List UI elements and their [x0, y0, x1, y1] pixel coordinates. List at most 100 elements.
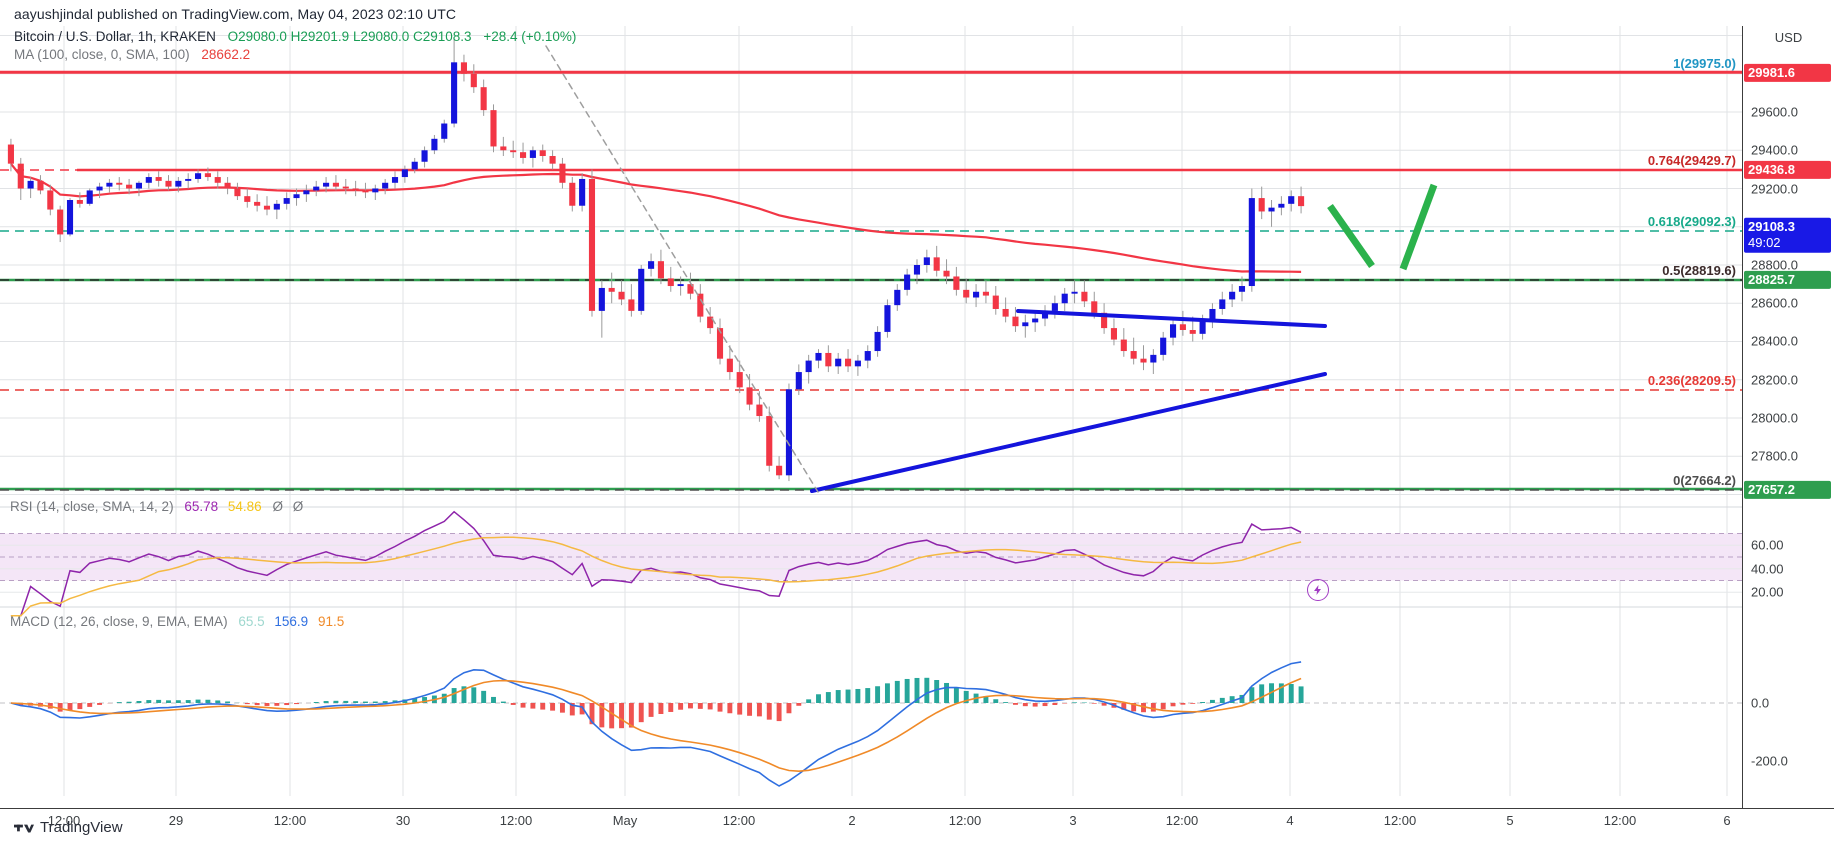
price-axis-tick: 28600.0 [1751, 295, 1798, 311]
macd-indicator-legend[interactable]: MACD (12, 26, close, 9, EMA, EMA) 65.5 1… [10, 614, 344, 629]
candle-body [194, 173, 202, 179]
candle-body [165, 180, 172, 187]
candle-body [86, 190, 93, 204]
fib-level-label[interactable]: 0.764(29429.7) [1647, 153, 1736, 168]
candle-body [1022, 322, 1029, 327]
time-axis-tick: 12:00 [1165, 813, 1199, 828]
candle-body [293, 194, 300, 199]
candle-body [835, 358, 842, 367]
candle-body [795, 372, 802, 390]
macd-signal-line [10, 677, 1302, 773]
candle-body [707, 316, 714, 329]
candle-body [667, 278, 674, 287]
candle-body [1268, 207, 1275, 212]
time-axis-tick: 6 [1723, 813, 1731, 828]
tradingview-logo-icon [14, 824, 34, 832]
candle-body [776, 465, 783, 476]
time-axis-tick: 12:00 [1383, 813, 1417, 828]
candle-body [382, 182, 389, 189]
candle-body [460, 62, 468, 74]
candle-body [135, 182, 143, 189]
candle-body [874, 331, 881, 352]
candle-body [224, 182, 231, 189]
candle-body [884, 305, 891, 332]
price-axis-tag[interactable]: 29981.6 [1744, 63, 1831, 83]
candle-body [441, 123, 448, 139]
candle-body [638, 268, 645, 311]
candle-body [716, 328, 724, 359]
rsi-sma-value: 54.86 [227, 499, 262, 514]
rsi-sma-line [10, 536, 1302, 617]
candle-body [283, 198, 290, 204]
candle-body [549, 156, 556, 164]
candle-body [342, 186, 349, 189]
macd-histogram-value: 65.5 [238, 614, 265, 629]
candle-body [519, 152, 527, 158]
ma-indicator-value: 28662.2 [201, 47, 251, 62]
candle-body [313, 186, 320, 191]
candle-body [1229, 291, 1236, 300]
candle-body [1041, 310, 1049, 319]
main-symbol-legend[interactable]: Bitcoin / U.S. Dollar, 1h, KRAKEN O29080… [14, 29, 576, 44]
candle-body [470, 73, 477, 88]
fib-level-label[interactable]: 0.5(28819.6) [1662, 263, 1736, 278]
candle-body [1258, 198, 1265, 212]
candle-body [1219, 299, 1226, 309]
candle-body [1061, 293, 1068, 304]
candle-body [953, 276, 960, 290]
candle-body [1160, 337, 1167, 355]
price-axis[interactable]: USD 27600.027800.028000.028200.028400.02… [1742, 26, 1834, 808]
candle-body [480, 87, 487, 111]
candle-body [766, 416, 773, 466]
candle-body [1278, 203, 1285, 208]
price-axis-tag[interactable]: 28825.7 [1744, 270, 1831, 290]
price-axis-tick: 28200.0 [1751, 372, 1798, 388]
rsi-lower-band-value: Ø [292, 499, 304, 514]
candle-body [431, 138, 438, 151]
ma-indicator-name: MA (100, close, 0, SMA, 100) [14, 47, 190, 62]
candle-body [746, 387, 753, 405]
fib-level-label[interactable]: 0(27664.2) [1673, 473, 1736, 488]
candle-body [57, 209, 64, 235]
candle-body [1140, 358, 1147, 363]
time-axis-tick: 30 [395, 813, 411, 828]
fib-level-label[interactable]: 1(29975.0) [1673, 56, 1736, 71]
chart-plot-area[interactable] [0, 26, 1742, 808]
candle-body [529, 150, 536, 158]
candle-body [598, 287, 605, 311]
rsi-indicator-legend[interactable]: RSI (14, close, SMA, 14, 2) 65.78 54.86 … [10, 499, 303, 514]
time-axis-tick: 12:00 [948, 813, 982, 828]
lightning-bolt-icon[interactable] [1307, 579, 1329, 601]
candle-body [805, 360, 812, 373]
price-axis-unit: USD [1774, 30, 1803, 45]
green-up-arrow [1399, 183, 1438, 271]
candle-body [175, 180, 182, 187]
macd-line [10, 661, 1302, 787]
ma-indicator-legend[interactable]: MA (100, close, 0, SMA, 100) 28662.2 [14, 47, 250, 62]
candle-body [234, 188, 241, 197]
price-axis-tag[interactable]: 27657.2 [1744, 480, 1831, 500]
candle-body [559, 163, 566, 183]
fib-level-label[interactable]: 0.236(28209.5) [1647, 373, 1736, 388]
candle-body [303, 190, 310, 195]
candle-body [66, 199, 74, 235]
candle-body [126, 184, 133, 189]
price-axis-tag[interactable]: 29108.3 49:02 [1744, 217, 1831, 253]
time-axis[interactable]: 12:00 29 12:00 30 12:00 May 12:00 2 12:00 3 12:00 4… [0, 808, 1834, 830]
candle-body [76, 199, 83, 204]
candle-body [1150, 354, 1157, 363]
fib-level-label[interactable]: 0.618(29092.3) [1647, 214, 1736, 229]
candle-body [844, 358, 852, 367]
price-axis-tag[interactable]: 29436.8 [1744, 160, 1831, 180]
candle-body [1238, 286, 1246, 292]
ohlc-values: O29080.0 H29201.9 L29080.0 C29108.3 [227, 29, 472, 44]
time-axis-tick: 4 [1286, 813, 1294, 828]
candle-body [687, 284, 694, 294]
tradingview-footer[interactable]: TradingView [14, 819, 123, 836]
macd-axis-tick: -200.0 [1751, 753, 1788, 769]
candle-body [825, 352, 832, 367]
candle-body [7, 144, 14, 164]
candle-body [510, 150, 517, 153]
time-axis-tick: 12:00 [722, 813, 756, 828]
candle-body [204, 173, 211, 178]
